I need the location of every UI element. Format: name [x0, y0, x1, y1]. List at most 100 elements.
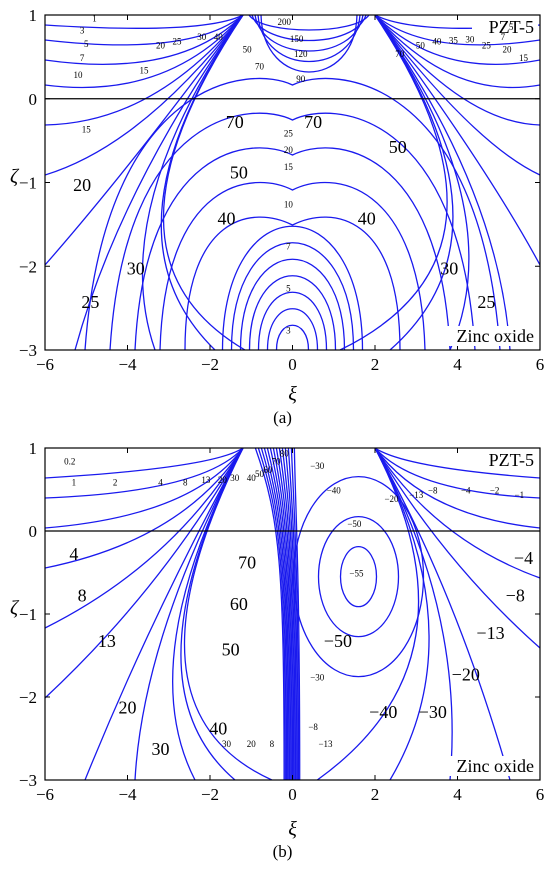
contour-band-6: [272, 448, 292, 780]
contour-label-small: 70: [395, 49, 405, 59]
contour-arch-1: [251, 15, 367, 41]
contour-nested-4: [257, 291, 328, 350]
contour-left-0: [45, 15, 244, 29]
contour-left-2: [45, 15, 244, 65]
contour-left-7: [74, 15, 244, 350]
contour-left-2: [45, 448, 244, 529]
contour-label-small: 4: [158, 477, 163, 487]
contour-label-small: 35: [449, 35, 459, 45]
x-tick-label: −6: [36, 785, 54, 804]
contour-label-small: 50: [416, 41, 426, 51]
contour-label-small: 10: [74, 70, 84, 80]
contour-label-small: 50: [255, 469, 265, 479]
contour-label-small: 90: [296, 74, 306, 84]
contour-label-small: 30: [197, 32, 207, 42]
contour-label-small: −13: [318, 739, 333, 749]
x-tick-label: 2: [371, 355, 380, 374]
x-tick-label: 6: [536, 355, 545, 374]
contour-label-small: 20: [156, 41, 166, 51]
contour-label-large: 40: [218, 208, 236, 228]
contour-label-large: 50: [230, 162, 248, 182]
contour-label-large: 20: [73, 175, 91, 195]
contour-band-3: [263, 448, 289, 780]
contour-label-small: −30: [310, 672, 325, 682]
contour-label-small: 15: [284, 162, 294, 172]
contour-band-12: [290, 448, 300, 780]
x-tick-label: −2: [201, 355, 219, 374]
contour-label-small: −20: [384, 494, 399, 504]
contour-label-large: −4: [514, 548, 533, 568]
contour-label-small: 25: [482, 41, 492, 51]
y-tick-label: −2: [19, 257, 37, 276]
contour-label-large: 30: [440, 259, 458, 279]
contour-label-large: 25: [81, 292, 99, 312]
contour-left-0: [45, 448, 244, 479]
contour-left-8: [141, 15, 244, 350]
contour-label-large: −20: [452, 664, 480, 684]
contour-arch-0: [248, 15, 370, 31]
x-tick-label: 0: [288, 785, 297, 804]
contour-label-small: −8: [428, 486, 438, 496]
contour-right-2: [374, 448, 540, 529]
contour-label-small: 30: [222, 739, 232, 749]
contour-label-small: 15: [519, 53, 529, 63]
contour-right-8: [316, 448, 420, 780]
x-tick-label: −2: [201, 785, 219, 804]
contour-label-small: 150: [290, 34, 304, 44]
contour-label-large: 30: [152, 739, 170, 759]
material-top-label: PZT-5: [489, 450, 534, 470]
contour-label-small: 70: [255, 61, 265, 71]
contour-label-small: 8: [270, 739, 275, 749]
contour-nested-1: [230, 242, 355, 350]
material-bottom-bg: [440, 326, 538, 346]
y-tick-label: −3: [19, 771, 37, 790]
contour-label-large: −8: [506, 586, 525, 606]
y-tick-label: 0: [29, 90, 38, 109]
contour-label-small: 1: [92, 14, 97, 24]
contour-label-small: 200: [278, 17, 292, 27]
material-top-bg: [472, 17, 538, 37]
contour-label-small: −2: [490, 486, 500, 496]
contour-label-small: −30: [310, 461, 325, 471]
contour-label-small: 25: [284, 128, 294, 138]
contour-right-10: [339, 15, 448, 350]
material-bottom-bg: [440, 756, 538, 776]
contour-band-8: [278, 448, 295, 780]
contour-left-1: [45, 448, 244, 499]
contour-band-2: [260, 448, 288, 780]
contour-label-small: −40: [327, 486, 342, 496]
contour-label-small: 30: [465, 35, 475, 45]
contour-band-13: [293, 448, 301, 780]
contour-left-10: [183, 448, 273, 780]
contour-band-9: [281, 448, 296, 780]
contour-right-4: [374, 448, 540, 649]
contour-left-3: [45, 15, 244, 89]
y-axis-label: ζ: [10, 597, 20, 619]
contour-right-8: [374, 15, 470, 350]
contour-label-small: 40: [247, 473, 257, 483]
contour-band-10: [284, 448, 297, 780]
contour-label-small: −55: [349, 569, 364, 579]
contour-right-4: [374, 15, 540, 126]
panel-caption: (b): [273, 842, 293, 861]
contour-right-0: [374, 448, 540, 479]
contour-label-small: 80: [280, 448, 290, 458]
contour-label-large: 60: [230, 594, 248, 614]
contour-right-1: [374, 15, 540, 46]
x-axis-label: ξ: [288, 383, 297, 405]
contour-left-4: [45, 448, 244, 629]
contour-label-small: 120: [294, 49, 308, 59]
contour-label-small: 5: [84, 39, 89, 49]
contour-left-9: [160, 15, 244, 350]
contour-label-small: 5: [286, 283, 291, 293]
contour-lines: [45, 448, 540, 780]
contour-label-small: 3: [80, 25, 85, 35]
y-tick-label: −1: [19, 605, 37, 624]
contour-label-small: 40: [432, 36, 442, 46]
contour-label-large: 70: [304, 112, 322, 132]
material-bottom-label: Zinc oxide: [457, 326, 534, 346]
contour-label-small: 50: [243, 45, 253, 55]
contour-label-small: 2: [113, 477, 118, 487]
contour-label-large: −13: [476, 623, 504, 643]
